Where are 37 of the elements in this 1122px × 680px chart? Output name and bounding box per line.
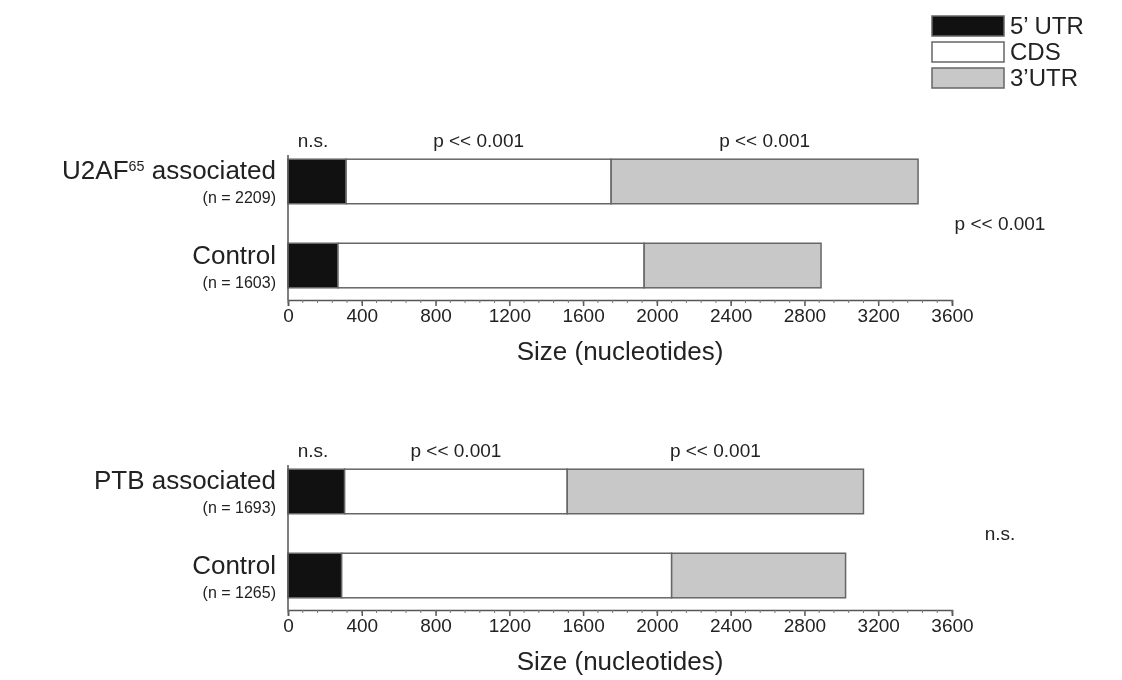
x-tick-label: 2800 <box>783 305 827 327</box>
x-tick-label: 0 <box>283 305 294 327</box>
text: p << 0.001 <box>954 212 1046 234</box>
y-tick-label: Control (n = 1265) <box>192 549 276 601</box>
x-tick-label: 800 <box>420 305 452 327</box>
y-tick-label: PTB associated (n = 1693) <box>93 465 276 517</box>
x-tick-label: 3200 <box>857 615 900 637</box>
x-tick-label: 400 <box>346 305 379 327</box>
x-tick-label: 1600 <box>562 305 605 327</box>
text: p << 0.001 <box>669 440 761 462</box>
legend-label: 5’ UTR <box>1010 12 1084 39</box>
x-tick-label: 2000 <box>636 615 679 637</box>
text: n.s. <box>297 440 329 462</box>
text: p << 0.001 <box>433 130 525 152</box>
x-axis-title: Size (nucleotides) <box>516 646 724 676</box>
text: n.s. <box>984 522 1016 544</box>
x-tick-label: 3200 <box>857 305 900 327</box>
y-tick-label: Control (n = 1603) <box>192 239 276 291</box>
x-tick-label: 1600 <box>562 615 605 637</box>
x-tick-label: 400 <box>346 615 379 637</box>
x-axis-title: Size (nucleotides) <box>516 336 724 366</box>
x-tick-label: 3600 <box>931 305 974 327</box>
legend-label: 3’UTR <box>1010 64 1079 91</box>
legend-label: CDS <box>1010 38 1061 65</box>
x-tick-label: 1200 <box>488 615 531 637</box>
x-tick-label: 1200 <box>488 305 531 327</box>
x-tick-label: 3600 <box>931 615 974 637</box>
text: p << 0.001 <box>719 130 811 152</box>
y-tick-label: U2AF$^{65}$ associated (n = 2209) <box>62 155 276 207</box>
x-tick-label: 2800 <box>783 615 827 637</box>
x-tick-label: 2000 <box>636 305 679 327</box>
text: n.s. <box>297 130 329 152</box>
x-tick-label: 2400 <box>710 615 753 637</box>
x-tick-label: 2400 <box>710 305 753 327</box>
x-tick-label: 0 <box>283 615 294 637</box>
text: p << 0.001 <box>410 440 502 462</box>
x-tick-label: 800 <box>420 615 452 637</box>
